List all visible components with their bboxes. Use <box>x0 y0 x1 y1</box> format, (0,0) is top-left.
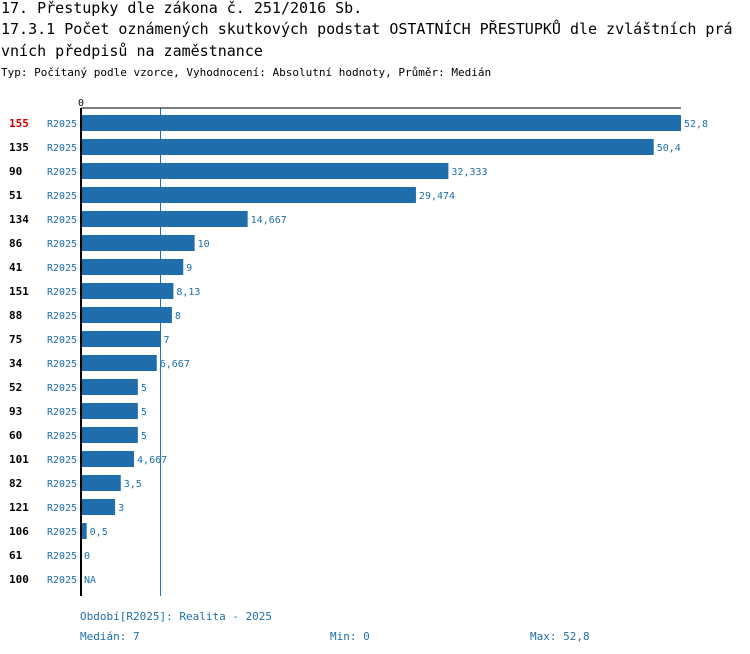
chart-info: Typ: Počítaný podle vzorce, Vyhodnocení:… <box>1 66 492 79</box>
data-label: 10 <box>198 239 210 250</box>
data-label: 29,474 <box>419 191 455 202</box>
footer-min: Min: 0 <box>330 630 370 643</box>
category-label: 61 <box>9 549 23 562</box>
data-label: 8,13 <box>176 287 200 298</box>
bar <box>81 139 654 155</box>
chart-subtitle-line1: 17.3.1 Počet oznámených skutkových podst… <box>1 20 733 38</box>
bar <box>81 403 138 419</box>
data-label: 0,5 <box>90 527 108 538</box>
category-label: 34 <box>9 357 23 370</box>
chart-title: 17. Přestupky dle zákona č. 251/2016 Sb. <box>1 0 363 17</box>
category-label: 52 <box>9 381 22 394</box>
series-tag: R2025 <box>47 191 77 202</box>
bar <box>81 115 681 131</box>
series-tag: R2025 <box>47 527 77 538</box>
data-label: 0 <box>84 551 90 562</box>
category-label: 88 <box>9 309 22 322</box>
category-label: 155 <box>9 117 29 130</box>
series-tag: R2025 <box>47 503 77 514</box>
category-label: 106 <box>9 525 29 538</box>
data-label: 4,667 <box>137 455 167 466</box>
series-tag: R2025 <box>47 455 77 466</box>
data-label: NA <box>84 575 96 586</box>
category-label: 82 <box>9 477 22 490</box>
bar <box>81 523 87 539</box>
category-label: 75 <box>9 333 22 346</box>
footer-median: Medián: 7 <box>80 630 140 643</box>
category-label: 135 <box>9 141 29 154</box>
data-label: 5 <box>141 407 147 418</box>
series-tag: R2025 <box>47 311 77 322</box>
series-tag: R2025 <box>47 551 77 562</box>
series-tag: R2025 <box>47 479 77 490</box>
bar <box>81 331 161 347</box>
data-label: 32,333 <box>451 167 487 178</box>
category-label: 134 <box>9 213 29 226</box>
bar <box>81 499 116 515</box>
footer-max: Max: 52,8 <box>530 630 590 643</box>
category-label: 101 <box>9 453 29 466</box>
category-label: 151 <box>9 285 29 298</box>
category-label: 41 <box>9 261 23 274</box>
bar <box>81 235 195 251</box>
category-label: 51 <box>9 189 23 202</box>
series-tag: R2025 <box>47 287 77 298</box>
category-label: 100 <box>9 573 29 586</box>
data-label: 3 <box>118 503 124 514</box>
data-label: 5 <box>141 431 147 442</box>
series-tag: R2025 <box>47 263 77 274</box>
series-tag: R2025 <box>47 359 77 370</box>
series-tag: R2025 <box>47 143 77 154</box>
data-label: 9 <box>186 263 192 274</box>
series-tag: R2025 <box>47 119 77 130</box>
category-label: 60 <box>9 429 22 442</box>
category-label: 86 <box>9 237 23 250</box>
bar <box>81 451 135 467</box>
series-tag: R2025 <box>47 239 77 250</box>
series-tag: R2025 <box>47 407 77 418</box>
data-label: 52,8 <box>684 119 708 130</box>
category-label: 93 <box>9 405 22 418</box>
bar <box>81 355 157 371</box>
footer-period: Období[R2025]: Realita - 2025 <box>80 610 273 623</box>
chart-subtitle-line2: vních předpisů na zaměstnance <box>1 42 263 60</box>
series-tag: R2025 <box>47 215 77 226</box>
bar <box>81 187 416 203</box>
axis-zero-label: 0 <box>78 98 84 109</box>
series-tag: R2025 <box>47 383 77 394</box>
bar <box>81 475 121 491</box>
data-label: 5 <box>141 383 147 394</box>
bar <box>81 163 449 179</box>
bar <box>81 307 172 323</box>
series-tag: R2025 <box>47 335 77 346</box>
bar <box>81 427 138 443</box>
bar <box>81 211 248 227</box>
data-label: 6,667 <box>160 359 190 370</box>
series-tag: R2025 <box>47 167 77 178</box>
series-tag: R2025 <box>47 431 77 442</box>
data-label: 3,5 <box>124 479 142 490</box>
series-tag: R2025 <box>47 575 77 586</box>
data-label: 14,667 <box>251 215 287 226</box>
bar <box>81 259 184 275</box>
category-label: 121 <box>9 501 29 514</box>
data-label: 50,4 <box>657 143 681 154</box>
data-label: 8 <box>175 311 181 322</box>
bar <box>81 283 174 299</box>
data-label: 7 <box>164 335 170 346</box>
bar <box>81 379 138 395</box>
category-label: 90 <box>9 165 22 178</box>
